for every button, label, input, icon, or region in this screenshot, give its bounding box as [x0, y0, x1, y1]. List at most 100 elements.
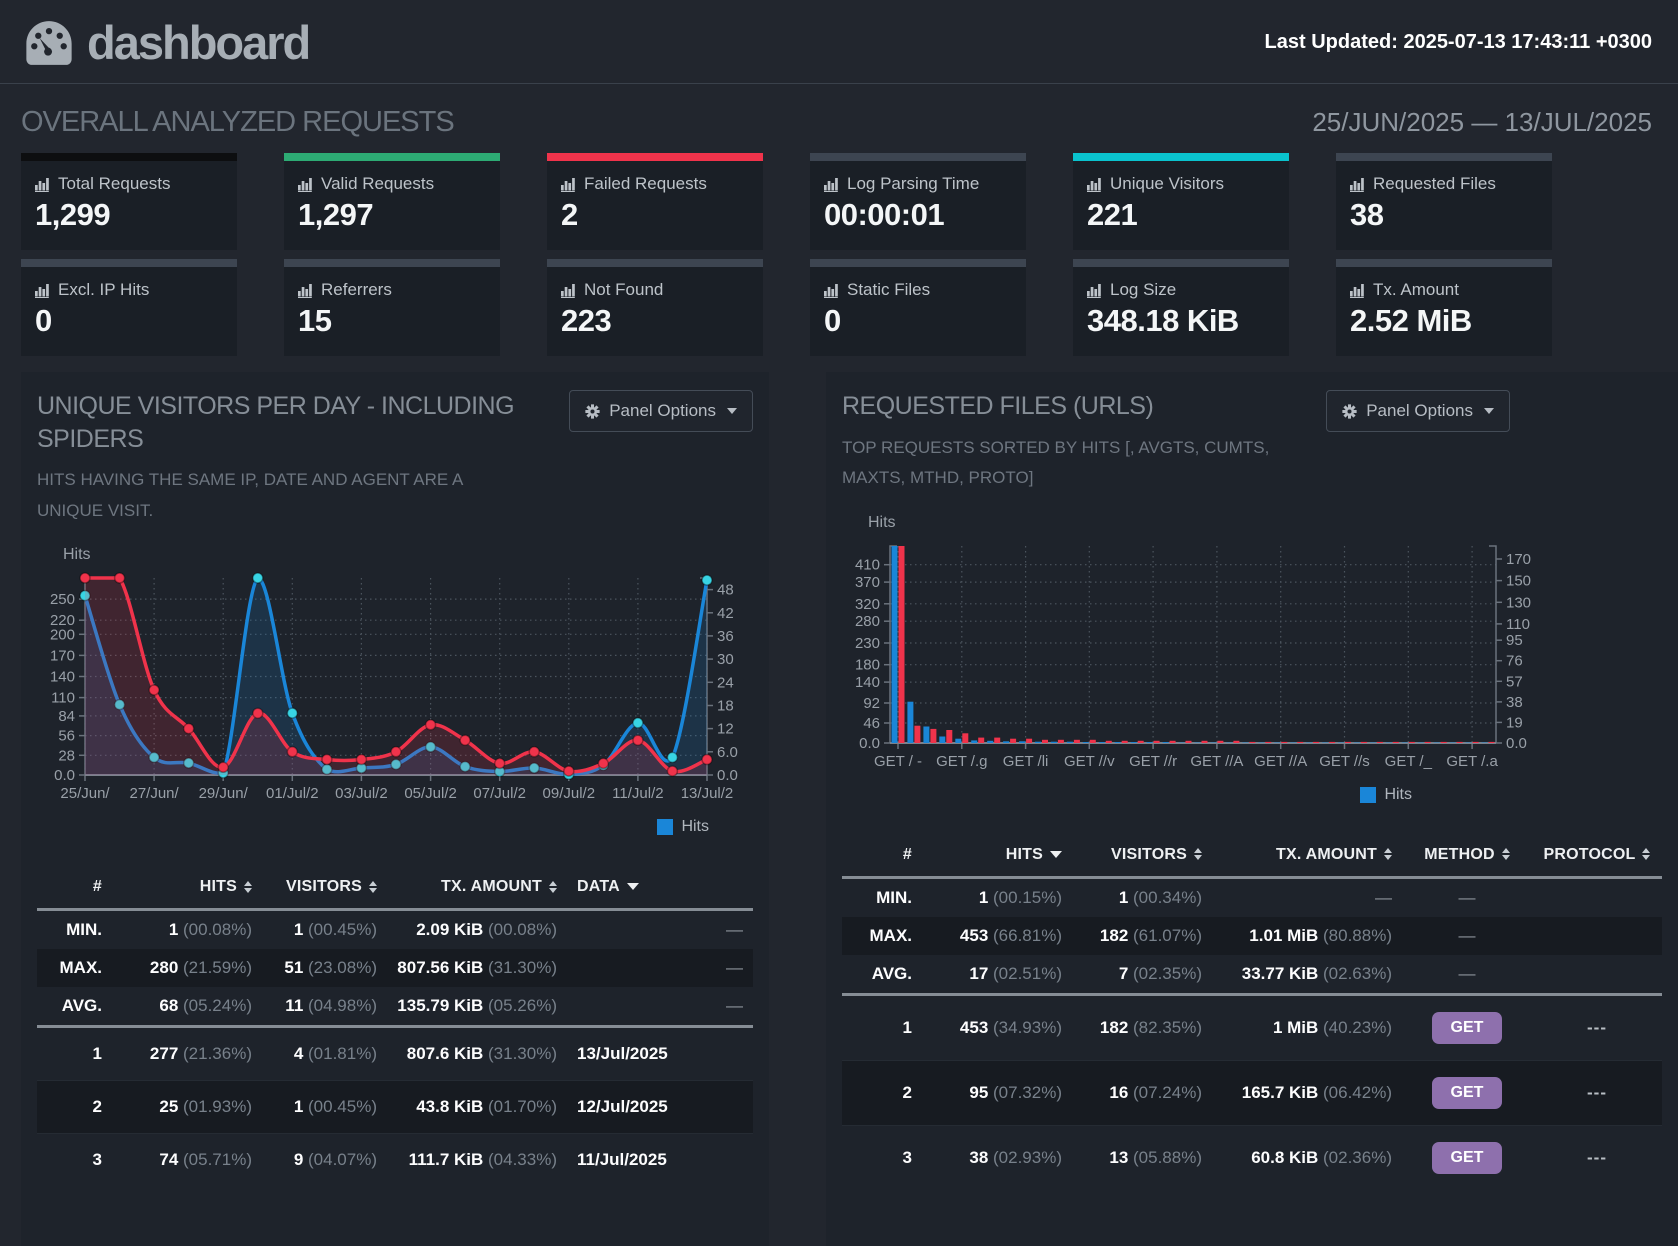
table-row: 338 (02.93%)13 (05.88%)60.8 KiB (02.36%)… [842, 1125, 1662, 1190]
dashboard-page: dashboard Last Updated: 2025-07-13 17:43… [0, 0, 1678, 1246]
table-row: MIN.1 (00.15%)1 (00.34%)—— [842, 877, 1662, 917]
table-cell: GET [1402, 1125, 1532, 1190]
column-header-hits[interactable]: HITS [922, 838, 1072, 878]
bar-chart-icon [824, 282, 839, 298]
table-cell: 11/Jul/2025 [567, 1134, 753, 1187]
table-cell: 33.77 KiB (02.63%) [1212, 955, 1402, 995]
column-header-tx-amount[interactable]: TX. AMOUNT [1212, 838, 1402, 878]
svg-text:GET /li: GET /li [1003, 753, 1049, 770]
table-row: 225 (01.93%)1 (00.45%)43.8 KiB (01.70%)1… [37, 1081, 753, 1134]
chart-legend: Hits [37, 818, 753, 836]
legend-label: Hits [681, 818, 709, 836]
card-accent-strip [1336, 259, 1552, 267]
svg-text:46: 46 [863, 715, 880, 732]
svg-text:0.0: 0.0 [859, 735, 880, 752]
column-header-data[interactable]: DATA [567, 870, 753, 910]
panel-title: REQUESTED FILES (URLS) [842, 390, 1322, 423]
bar-chart-icon [1087, 282, 1102, 298]
card-label: Tx. Amount [1373, 280, 1459, 300]
card-value: 2 [561, 197, 749, 233]
panel-options-label: Panel Options [609, 401, 716, 421]
svg-text:29/Jun/: 29/Jun/ [199, 785, 249, 802]
column-header-visitors[interactable]: VISITORS [1072, 838, 1212, 878]
card-value: 2.52 MiB [1350, 303, 1538, 339]
svg-text:57: 57 [1506, 673, 1523, 690]
legend-swatch-hits [1360, 787, 1376, 803]
column-header-tx-amount[interactable]: TX. AMOUNT [387, 870, 567, 910]
table-cell: — [567, 949, 753, 987]
table-cell: 111.7 KiB (04.33%) [387, 1134, 567, 1187]
svg-text:140: 140 [855, 674, 880, 691]
card-label: Static Files [847, 280, 930, 300]
svg-text:56: 56 [58, 728, 75, 745]
bar-chart-icon [1350, 176, 1365, 192]
summary-card: Excl. IP Hits 0 [21, 259, 237, 356]
row-label: MAX. [842, 917, 922, 955]
table-cell: 135.79 KiB (05.26%) [387, 987, 567, 1027]
gauge-icon [21, 15, 77, 71]
svg-text:110: 110 [51, 690, 75, 707]
column-header-method[interactable]: METHOD [1402, 838, 1532, 878]
card-accent-strip [1073, 259, 1289, 267]
sort-icon [1642, 848, 1650, 860]
bar-chart-icon [35, 282, 50, 298]
card-label: Total Requests [58, 174, 170, 194]
sort-icon [369, 881, 377, 893]
legend-swatch-hits [657, 819, 673, 835]
card-label: Requested Files [1373, 174, 1496, 194]
row-label: 3 [842, 1125, 922, 1190]
table-cell: GET [1402, 1060, 1532, 1125]
svg-text:01/Jul/2: 01/Jul/2 [266, 785, 319, 802]
svg-text:GET //A: GET //A [1254, 753, 1307, 770]
panel-subtitle: TOP REQUESTS SORTED BY HITS [, AVGTS, CU… [842, 433, 1322, 494]
column-header-protocol[interactable]: PROTOCOL [1532, 838, 1662, 878]
svg-text:92: 92 [863, 695, 880, 712]
table-row: MIN.1 (00.08%)1 (00.45%)2.09 KiB (00.08%… [37, 910, 753, 950]
bar-chart-icon [35, 176, 50, 192]
chart-svg: 25/Jun/27/Jun/29/Jun/01/Jul/203/Jul/205/… [37, 570, 753, 805]
svg-text:30: 30 [717, 651, 734, 668]
chevron-down-icon [1484, 408, 1494, 414]
table-row: MAX.453 (66.81%)182 (61.07%)1.01 MiB (80… [842, 917, 1662, 955]
panel-options-button[interactable]: Panel Options [569, 390, 753, 432]
column-header-hits[interactable]: HITS [112, 870, 262, 910]
panel-options-button[interactable]: Panel Options [1326, 390, 1510, 432]
svg-text:320: 320 [855, 595, 880, 612]
table-cell: — [1212, 877, 1402, 917]
date-range: 25/JUN/2025 — 13/JUL/2025 [1312, 107, 1652, 138]
svg-text:GET //r: GET //r [1129, 753, 1177, 770]
summary-card: Tx. Amount 2.52 MiB [1336, 259, 1552, 356]
svg-text:12: 12 [717, 721, 734, 738]
row-label: MIN. [842, 877, 922, 917]
bar-chart-icon [824, 176, 839, 192]
table-cell: 16 (07.24%) [1072, 1060, 1212, 1125]
app-title: dashboard [87, 15, 309, 70]
svg-text:170: 170 [1506, 551, 1531, 568]
svg-text:150: 150 [1506, 572, 1531, 589]
summary-card: Referrers 15 [284, 259, 500, 356]
svg-text:6.0: 6.0 [717, 744, 738, 761]
svg-text:180: 180 [855, 656, 880, 673]
last-updated: Last Updated: 2025-07-13 17:43:11 +0300 [1265, 31, 1652, 54]
table-cell: 1 (00.08%) [112, 910, 262, 950]
svg-text:42: 42 [717, 605, 734, 622]
bar-chart-icon [561, 282, 576, 298]
bar-chart-icon [561, 176, 576, 192]
table-row: 1453 (34.93%)182 (82.35%)1 MiB (40.23%)G… [842, 994, 1662, 1060]
row-label: 2 [37, 1081, 112, 1134]
table-cell: — [1402, 877, 1532, 917]
summary-card: Valid Requests 1,297 [284, 153, 500, 250]
table-cell: 1 (00.34%) [1072, 877, 1212, 917]
card-label: Not Found [584, 280, 663, 300]
svg-text:09/Jul/2: 09/Jul/2 [543, 785, 596, 802]
column-header--: # [37, 870, 112, 910]
table-cell: 807.6 KiB (31.30%) [387, 1027, 567, 1081]
svg-text:170: 170 [50, 648, 75, 665]
sort-icon [1502, 848, 1510, 860]
gear-icon [585, 404, 600, 419]
row-label: 1 [37, 1027, 112, 1081]
column-header-visitors[interactable]: VISITORS [262, 870, 387, 910]
svg-text:19: 19 [1506, 714, 1523, 731]
svg-text:48: 48 [717, 582, 734, 599]
svg-text:0.0: 0.0 [1506, 735, 1527, 752]
